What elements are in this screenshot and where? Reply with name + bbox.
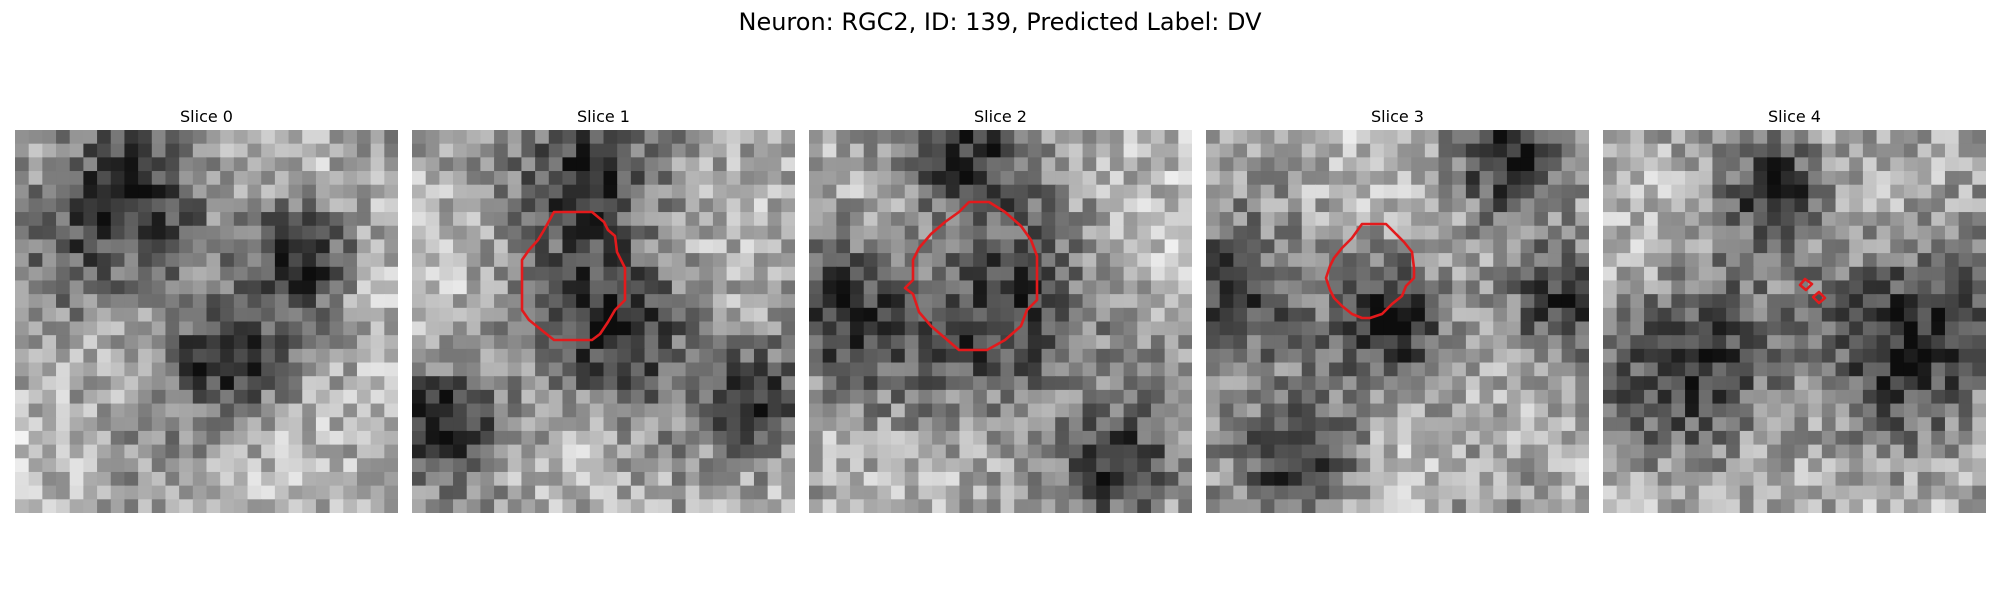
figure-title: Neuron: RGC2, ID: 139, Predicted Label: … <box>738 8 1262 36</box>
segmentation-contour-4-0 <box>1798 277 1814 292</box>
slice-panel-1: Slice 1 <box>412 104 795 513</box>
segmentation-contour-1-0 <box>520 210 627 342</box>
slice-image-2 <box>809 130 1192 513</box>
segmentation-contour-3-0 <box>1324 222 1416 320</box>
slice-image-3 <box>1206 130 1589 513</box>
slice-image-1 <box>412 130 795 513</box>
slice-title-4: Slice 4 <box>1768 107 1821 126</box>
slice-image-0 <box>15 130 398 513</box>
slice-panel-3: Slice 3 <box>1206 104 1589 513</box>
slice-panel-4: Slice 4 <box>1603 104 1986 513</box>
segmentation-contour-2-0 <box>903 200 1039 352</box>
slice-title-2: Slice 2 <box>974 107 1027 126</box>
slice-title-1: Slice 1 <box>577 107 630 126</box>
slice-panel-0: Slice 0 <box>15 104 398 513</box>
segmentation-contour-4-1 <box>1811 290 1827 305</box>
slice-panel-2: Slice 2 <box>809 104 1192 513</box>
slice-title-0: Slice 0 <box>180 107 233 126</box>
slice-title-3: Slice 3 <box>1371 107 1424 126</box>
slice-image-4 <box>1603 130 1986 513</box>
